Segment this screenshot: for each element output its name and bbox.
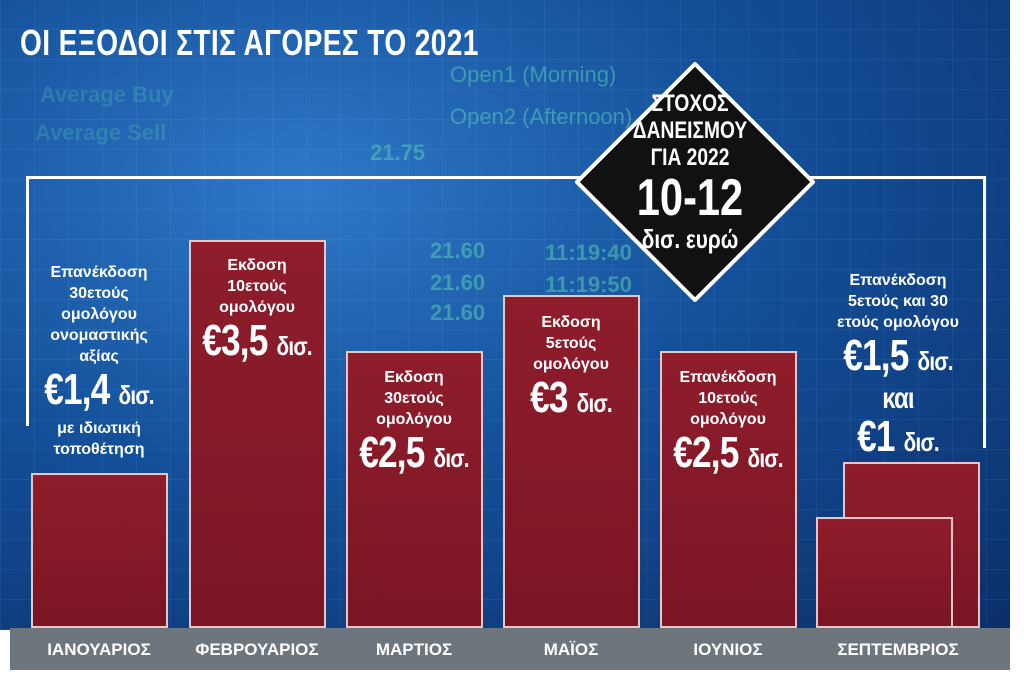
- bar-label-2: Εκδοση 30ετούς ομολόγου €2,5 δισ.: [329, 367, 499, 481]
- bar-desc: 5ετούς και 30: [848, 293, 948, 310]
- bar-value: €1,5 δισ.: [830, 333, 966, 384]
- bar-4: [660, 350, 797, 628]
- bar-desc: ομολόγου: [61, 306, 137, 323]
- bar-desc: ομολόγου: [376, 411, 452, 428]
- bg-text: Open2 (Afternoon): [450, 104, 633, 129]
- bar-1: [189, 239, 326, 628]
- bar-desc: 30ετούς: [384, 390, 444, 407]
- bar-desc: 10ετούς: [227, 278, 287, 295]
- bar-desc: 30ετούς: [69, 285, 129, 302]
- bar-amount: €1,5: [843, 331, 909, 380]
- bg-text: 21.60: [430, 238, 486, 263]
- bg-text: Average Sell: [35, 120, 167, 145]
- bar-joiner: και: [882, 382, 914, 415]
- category-label: ΙΑΝΟΥΑΡΙΟΣ: [47, 640, 151, 659]
- bar-desc: 5ετούς: [545, 335, 597, 352]
- bar-unit: δισ.: [118, 380, 155, 410]
- bar-unit: δισ.: [903, 427, 940, 457]
- bg-text: Open1 (Morning): [450, 62, 617, 87]
- bar-amount: €1,4: [44, 365, 110, 414]
- bar-label-1: Εκδοση 10ετούς ομολόγου €3,5 δισ.: [172, 255, 342, 369]
- bar-2: [346, 350, 483, 628]
- category-label: ΜΑΡΤΙΟΣ: [375, 640, 453, 659]
- bar-amount: €3,5: [202, 316, 268, 365]
- bar-desc: ομολόγου: [690, 411, 766, 428]
- bar-amount: €2,5: [359, 428, 425, 477]
- bar-desc: Εκδοση: [384, 369, 444, 386]
- bar-value: €2,5 δισ.: [346, 430, 482, 481]
- chart-title: ΟΙ ΕΞΟΔΟΙ ΣΤΙΣ ΑΓΟΡΕΣ ΤΟ 2021: [20, 22, 479, 63]
- category-label: ΜΑΪΟΣ: [543, 640, 599, 659]
- bracket-right: [983, 176, 986, 448]
- bg-text: 21.75: [370, 140, 426, 165]
- target-diamond: [575, 62, 815, 302]
- bracket-top: [26, 176, 986, 179]
- bracket-left: [26, 176, 29, 426]
- bg-text: 21.60: [430, 300, 486, 325]
- bar-desc: Εκδοση: [541, 314, 601, 331]
- x-axis-band: [10, 628, 1010, 670]
- bar-note: με ιδιωτική: [57, 420, 141, 437]
- bg-text: 11:19:50: [545, 272, 632, 297]
- bar-value: €2,5 δισ.: [660, 430, 796, 481]
- bar-unit: δισ.: [747, 443, 784, 473]
- bar-desc: αξίας: [79, 348, 119, 365]
- bar-3: [503, 295, 640, 628]
- bar-unit: δισ.: [576, 388, 613, 418]
- bar-0: [31, 472, 168, 628]
- bar-unit: δισ.: [276, 331, 313, 361]
- bar-5-b: [816, 517, 953, 628]
- bar-amount: €1: [857, 412, 895, 461]
- bar-label-0: Επανέκδοση 30ετούς ομολόγου ονομαστικής αξία…: [14, 262, 184, 460]
- bar-note: τοποθέτηση: [53, 441, 145, 458]
- bar-desc: Επανέκδοση: [50, 264, 148, 281]
- target-range: 10-12: [636, 169, 744, 227]
- bar-label-5: Επανέκδοση 5ετούς και 30 ετούς ομολόγου €1,…: [813, 270, 983, 465]
- bg-text: 11:19:40: [545, 240, 632, 265]
- bg-text: Average Buy: [40, 82, 174, 107]
- bar-value: €3 δισ.: [503, 375, 639, 426]
- bar-unit: δισ.: [433, 443, 470, 473]
- target-line: ΣΤΟΧΟΣ: [651, 90, 729, 117]
- bar-amount: €2,5: [673, 428, 739, 477]
- category-label: ΣΕΠΤΕΜΒΡΙΟΣ: [837, 640, 959, 659]
- bar-desc: Εκδοση: [227, 257, 287, 274]
- bar-value: €1,4 δισ.: [31, 367, 167, 418]
- bg-text: 21.60: [430, 270, 486, 295]
- target-label: ΣΤΟΧΟΣ ΔΑΝΕΙΣΜΟΥ ΓΙΑ 2022 10-12 δισ. ευρ…: [600, 90, 780, 253]
- bar-desc: Επανέκδοση: [679, 369, 777, 386]
- bar-desc: ετούς ομολόγου: [837, 314, 959, 331]
- category-label: ΦΕΒΡΟΥΑΡΙΟΣ: [195, 640, 319, 659]
- bar-desc: ονομαστικής: [50, 327, 148, 344]
- bar-desc: Επανέκδοση: [849, 272, 947, 289]
- bar-value-2: €1 δισ.: [830, 414, 966, 465]
- target-line: ΔΑΝΕΙΣΜΟΥ: [632, 117, 748, 144]
- bar-unit: δισ.: [917, 346, 954, 376]
- bar-label-3: Εκδοση 5ετούς ομολόγου €3 δισ.: [486, 312, 656, 426]
- target-line: ΓΙΑ 2022: [650, 144, 730, 171]
- bar-desc: ομολόγου: [533, 356, 609, 373]
- bar-label-4: Επανέκδοση 10ετούς ομολόγου €2,5 δισ.: [643, 367, 813, 481]
- target-unit: δισ. ευρώ: [641, 224, 739, 254]
- bar-amount: €3: [530, 373, 568, 422]
- bar-desc: 10ετούς: [698, 390, 758, 407]
- bar-value: €3,5 δισ.: [189, 318, 325, 369]
- category-label: ΙΟΥΝΙΟΣ: [693, 640, 763, 659]
- bar-desc: ομολόγου: [219, 299, 295, 316]
